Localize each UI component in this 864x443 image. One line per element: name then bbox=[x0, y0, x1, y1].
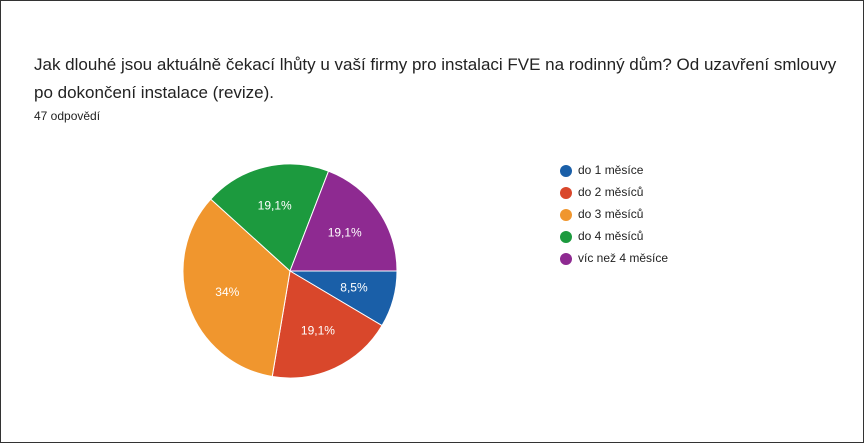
legend-swatch bbox=[560, 209, 572, 221]
pie-slice bbox=[210, 163, 330, 272]
chart-title: Jak dlouhé jsou aktuálně čekací lhůty u … bbox=[34, 55, 837, 102]
legend-swatch bbox=[560, 253, 572, 265]
legend-label: do 3 měsíců bbox=[578, 207, 643, 221]
response-count: 47 odpovědí bbox=[34, 109, 101, 123]
slice-label: 19,1% bbox=[328, 226, 362, 240]
pie-slice bbox=[182, 198, 291, 378]
legend-swatch bbox=[560, 187, 572, 199]
legend-label: do 1 měsíce bbox=[578, 163, 644, 177]
slice-label: 34% bbox=[215, 285, 239, 299]
pie-slice bbox=[271, 270, 383, 379]
slice-label: 19,1% bbox=[258, 199, 292, 213]
pie-slice bbox=[289, 170, 398, 272]
legend-label: do 4 měsíců bbox=[578, 229, 643, 243]
legend-swatch bbox=[560, 165, 572, 177]
legend-label: víc než 4 měsíce bbox=[578, 251, 668, 265]
slice-label: 19,1% bbox=[301, 323, 335, 337]
legend-swatch bbox=[560, 231, 572, 243]
slice-label: 8,5% bbox=[340, 281, 368, 295]
legend-label: do 2 měsíců bbox=[578, 185, 643, 199]
